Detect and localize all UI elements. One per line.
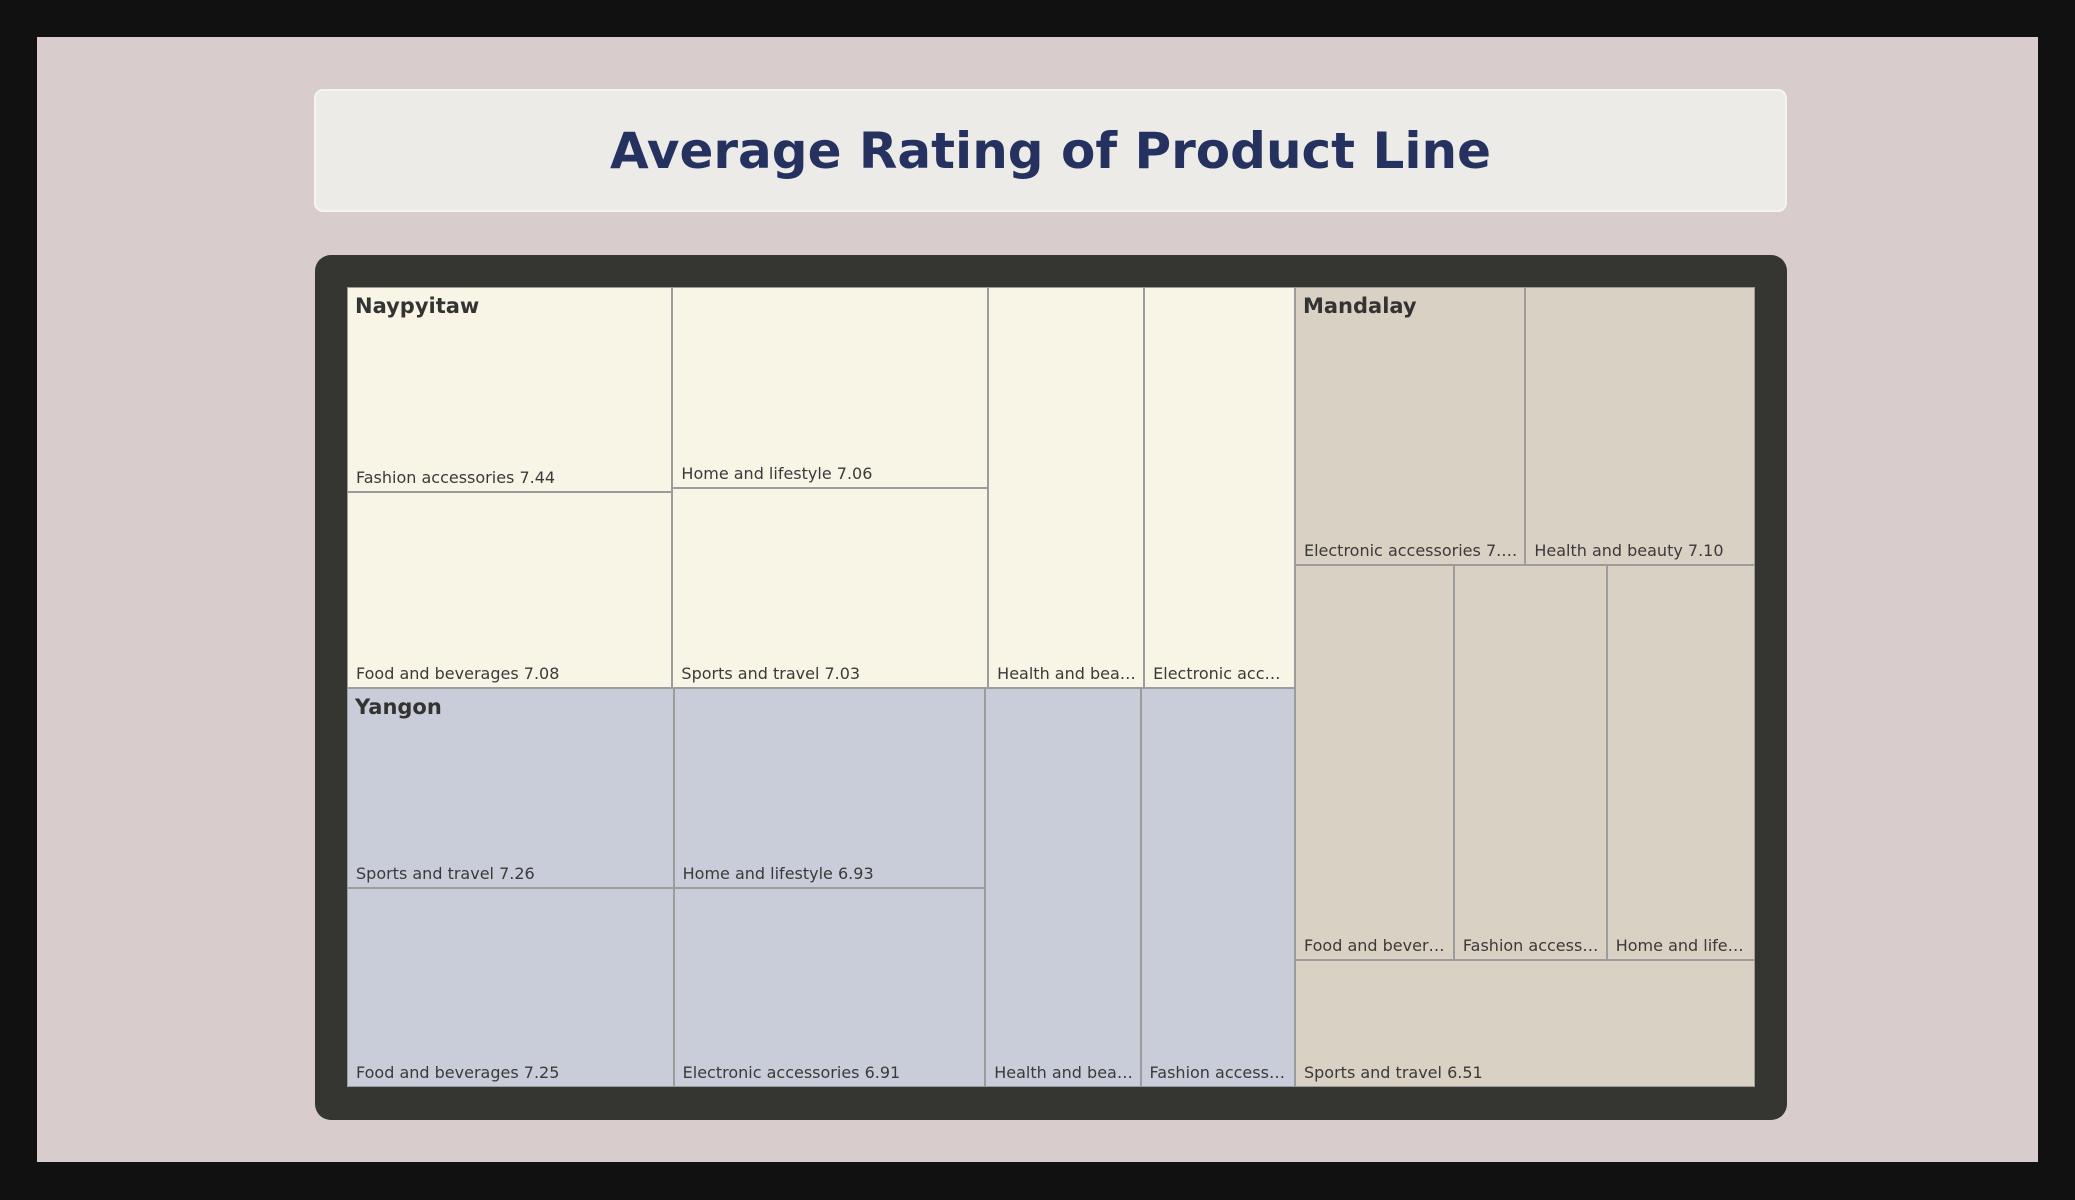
tile: Sports and travel 7.26 [347,687,674,888]
tile-label: Sports and travel 7.26 [356,864,669,883]
category-name: Health and beauty [997,663,1140,683]
tile: Health and beauty 6.90 [985,687,1141,1087]
tile-label: Food and beverages 7.08 [356,664,667,683]
tile: Sports and travel 6.51 [1294,959,1755,1087]
tile-label: Fashion accessories 6.72 [1463,936,1602,955]
tile: Home and lifestyle 6.52 [1606,564,1755,960]
value-label: 6.93 [838,863,874,883]
category-name: Home and lifestyle [681,463,832,483]
tile-label: Electronic accessories 7.12 [1304,541,1520,560]
tile: Fashion accessories 7.44 [347,287,673,493]
category-name: Home and lifestyle [682,863,833,883]
tile: Food and beverages 6.99 [1294,564,1454,960]
value-label: 7.10 [1687,540,1724,560]
chart-title: Average Rating of Product Line [609,121,1491,180]
tile: Electronic accessories 6.91 [673,887,986,1087]
tile: Health and beauty 7.10 [1525,287,1755,565]
tile-label: Fashion accessories 6.86 [1150,1063,1290,1082]
value-label: 7.12 [1485,540,1521,560]
tile-label: Food and beverages 6.99 [1304,936,1449,955]
category-name: Electronic accessories [1303,540,1481,560]
tile-label: Health and beauty 6.96 [997,664,1139,683]
category-name: Food and beverages [356,663,519,683]
category-name: Home and lifestyle [1615,935,1750,955]
tile-label: Health and beauty 7.10 [1534,541,1750,560]
category-name: Food and beverages [356,1062,519,1082]
tile-label: Fashion accessories 7.44 [356,468,667,487]
tile: Fashion accessories 6.86 [1140,687,1295,1087]
tile-label: Electronic accessories 6.73 [1153,664,1290,683]
category-name: Fashion accessories [356,468,515,488]
value-label: 7.25 [523,1062,560,1082]
value-label: 7.03 [824,663,861,683]
category-name: Sports and travel [1303,1062,1442,1082]
tile-label: Electronic accessories 6.91 [683,1063,981,1082]
category-name: Electronic accessories [1153,663,1290,683]
tile: Electronic accessories 6.73 [1144,287,1295,688]
tile-label: Home and lifestyle 6.93 [683,864,981,883]
value-label: 6.91 [864,1062,901,1082]
value-label: 7.08 [523,663,560,683]
group-label: Mandalay [1302,294,1417,318]
category-name: Health and beauty [1534,540,1683,560]
tile: Food and beverages 7.25 [347,887,674,1087]
tile: Home and lifestyle 6.93 [673,687,986,888]
category-name: Fashion accessories [1149,1062,1290,1082]
group-label: Naypyitaw [355,294,480,318]
tile-label: Home and lifestyle 6.52 [1616,936,1750,955]
value-label: 6.51 [1447,1062,1483,1082]
tile: Sports and travel 7.03 [672,487,989,688]
value-label: 7.06 [836,463,873,483]
tile-label: Sports and travel 7.03 [681,664,983,683]
value-label: 7.26 [499,863,535,883]
tile: Food and beverages 7.08 [347,492,673,688]
tile: Electronic accessories 7.12 [1294,287,1526,565]
category-name: Sports and travel [356,863,494,883]
tile-label: Home and lifestyle 7.06 [681,464,983,483]
title-box: Average Rating of Product Line [314,89,1787,212]
category-name: Electronic accessories [682,1062,860,1082]
tile: Health and beauty 6.96 [988,287,1145,688]
category-name: Health and beauty [994,1062,1136,1082]
tile: Home and lifestyle 7.06 [672,287,989,488]
category-name: Food and beverages [1303,935,1449,955]
treemap: Fashion accessories 7.44 Food and beverag… [347,287,1755,1087]
group-label: Yangon [355,694,442,719]
tile-label: Food and beverages 7.25 [356,1063,669,1082]
category-name: Sports and travel [681,663,820,683]
value-label: 7.44 [519,468,556,488]
tile-label: Health and beauty 6.90 [994,1063,1135,1082]
tile: Fashion accessories 6.72 [1453,564,1607,960]
tile-label: Sports and travel 6.51 [1304,1063,1750,1082]
category-name: Fashion accessories [1462,935,1602,955]
